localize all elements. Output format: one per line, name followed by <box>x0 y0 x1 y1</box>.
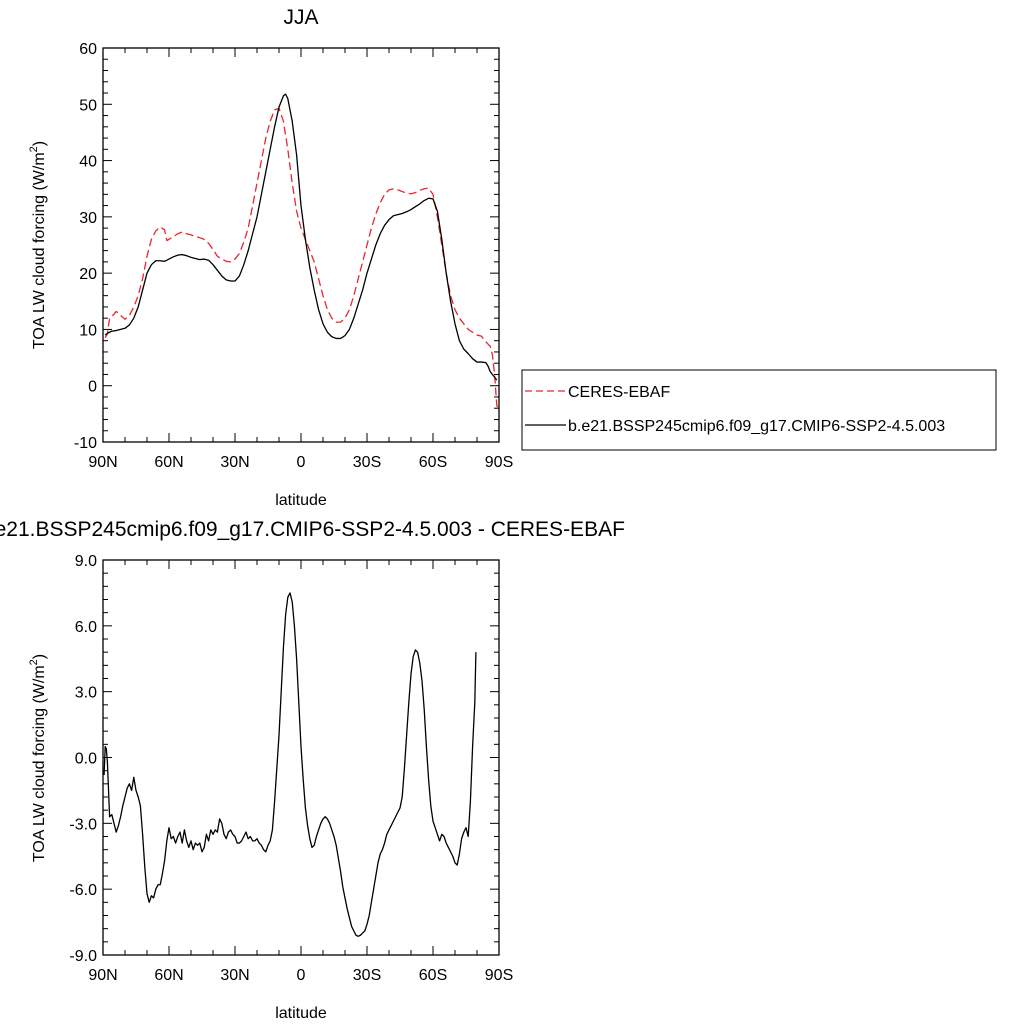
top-chart-ylabel-main: TOA LW cloud forcing (W/m <box>31 152 48 349</box>
top-ytick-label-6: 50 <box>79 97 97 114</box>
top-chart-ylabel-sup: 2 <box>28 146 40 152</box>
top-ytick-label-3: 20 <box>79 266 97 283</box>
top-ytick-label-4: 30 <box>79 210 97 227</box>
top-xtick-label-5: 60S <box>419 454 447 471</box>
top-ytick-label-7: 60 <box>79 41 97 58</box>
bottom-ytick-label-3: 0.0 <box>75 751 97 768</box>
top-xtick-label-1: 60N <box>154 454 183 471</box>
bottom-ytick-label-6: 9.0 <box>75 553 97 570</box>
top-xtick-label-6: 90S <box>485 454 513 471</box>
bottom-xtick-label-4: 30S <box>353 967 381 984</box>
top-xtick-label-0: 90N <box>88 454 117 471</box>
bottom-xtick-label-5: 60S <box>419 967 447 984</box>
bottom-xtick-label-2: 30N <box>220 967 249 984</box>
legend-label-ceres: CERES-EBAF <box>568 384 670 401</box>
top-xtick-label-2: 30N <box>220 454 249 471</box>
top-series-line-0 <box>104 107 499 409</box>
top-xtick-label-3: 0 <box>297 454 306 471</box>
bottom-ytick-label-5: 6.0 <box>75 619 97 636</box>
top-ytick-label-5: 40 <box>79 154 97 171</box>
top-chart-title: JJA <box>283 6 318 29</box>
bottom-chart-xlabel: latitude <box>275 1005 327 1022</box>
bottom-xtick-label-6: 90S <box>485 967 513 984</box>
legend-label-model: b.e21.BSSP245cmip6.f09_g17.CMIP6-SSP2-4.… <box>568 418 945 435</box>
bottom-ytick-label-0: -9.0 <box>69 948 97 965</box>
top-xtick-label-4: 30S <box>353 454 381 471</box>
bottom-chart-ylabel-main: TOA LW cloud forcing (W/m <box>31 665 48 862</box>
bottom-chart-ylabel: TOA LW cloud forcing (W/m2) <box>28 654 48 862</box>
bottom-plot-frame <box>102 559 500 956</box>
bottom-xtick-label-0: 90N <box>88 967 117 984</box>
top-plot-frame <box>102 47 500 443</box>
legend-box <box>521 369 997 451</box>
bottom-xtick-label-3: 0 <box>297 967 306 984</box>
bottom-series-line-0 <box>103 592 477 937</box>
bottom-chart-title: b.e21.BSSP245cmip6.f09_g17.CMIP6-SSP2-4.… <box>0 518 625 541</box>
bottom-ytick-label-2: -3.0 <box>69 816 97 833</box>
top-chart-xlabel: latitude <box>275 492 327 509</box>
bottom-xtick-label-1: 60N <box>154 967 183 984</box>
top-chart-ylabel: TOA LW cloud forcing (W/m2) <box>28 141 48 349</box>
top-ytick-label-2: 10 <box>79 322 97 339</box>
bottom-ytick-label-4: 3.0 <box>75 685 97 702</box>
top-ytick-label-1: 0 <box>88 379 97 396</box>
bottom-chart-ylabel-close: ) <box>31 654 48 659</box>
top-chart-ylabel-close: ) <box>31 141 48 146</box>
bottom-ytick-label-1: -6.0 <box>69 882 97 899</box>
top-series-line-1 <box>104 93 498 381</box>
bottom-chart-ylabel-sup: 2 <box>28 659 40 665</box>
top-ytick-label-0: -10 <box>74 435 97 452</box>
